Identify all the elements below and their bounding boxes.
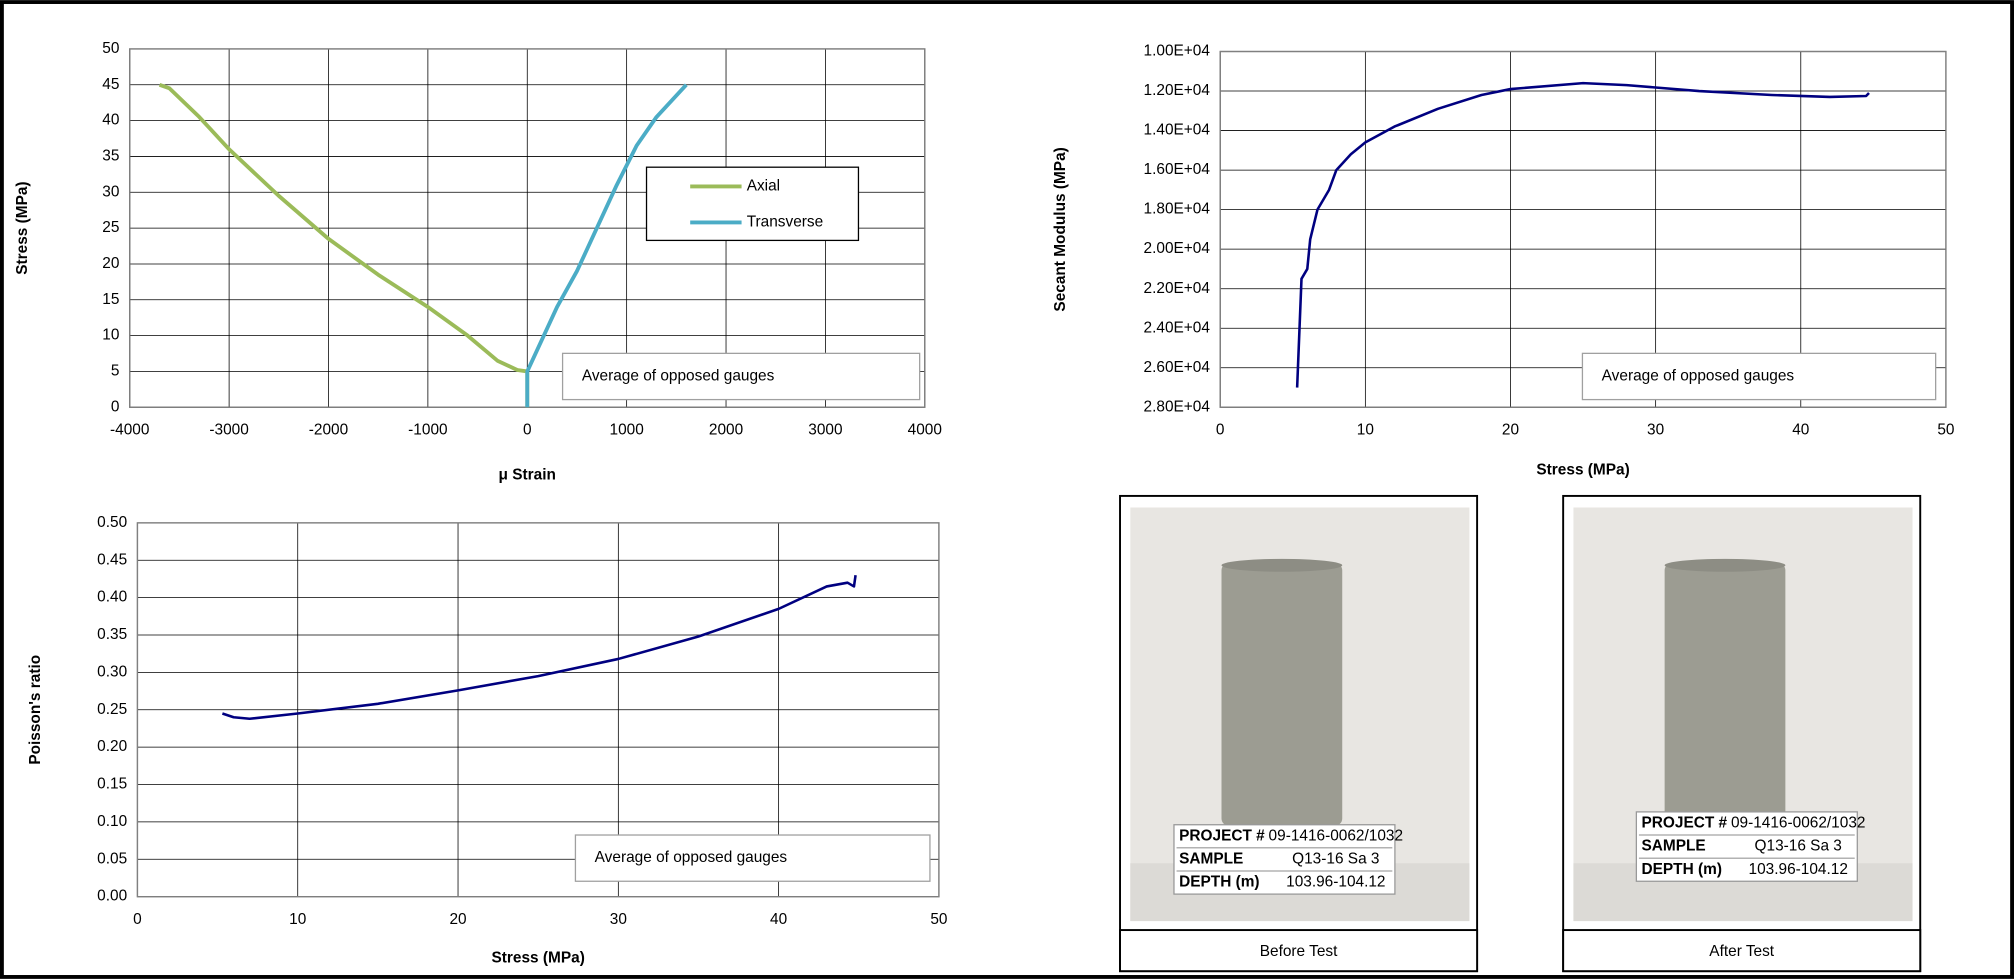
y-tick-label: 25 [102, 219, 119, 236]
page: {"chart_data":[ {"type":"line","y_label"… [0, 0, 2014, 979]
x-tick-label: 0 [133, 911, 142, 928]
annotation: Average of opposed gauges [595, 849, 788, 866]
y-tick-label: 15 [102, 291, 119, 308]
y-tick-label: 1.60E+04 [1144, 161, 1211, 178]
x-axis-label: Stress (MPa) [1536, 461, 1629, 478]
core-sample [1222, 563, 1343, 826]
x-tick-label: 40 [770, 911, 787, 928]
y-tick-label: 30 [102, 183, 119, 200]
y-tick-label: 0.20 [97, 738, 127, 755]
y-axis-label: Stress (MPa) [14, 181, 31, 274]
card-key: PROJECT # [1642, 815, 1728, 832]
x-tick-label: -2000 [309, 421, 348, 438]
y-tick-label: 0.25 [97, 701, 127, 718]
annotation: Average of opposed gauges [1602, 368, 1795, 385]
y-tick-label: 35 [102, 148, 119, 165]
x-tick-label: 50 [930, 911, 947, 928]
y-tick-label: 0.50 [97, 514, 127, 531]
card-value: 103.96-104.12 [1749, 861, 1848, 878]
x-axis-label: Stress (MPa) [492, 949, 585, 966]
x-tick-label: 30 [610, 911, 627, 928]
y-tick-label: 0.10 [97, 813, 127, 830]
y-tick-label: 0.40 [97, 589, 127, 606]
x-tick-label: -4000 [110, 421, 149, 438]
x-tick-label: 3000 [808, 421, 842, 438]
y-tick-label: 1.80E+04 [1144, 201, 1211, 218]
x-tick-label: 30 [1647, 421, 1664, 438]
y-tick-label: 0.00 [97, 888, 127, 905]
core-top [1222, 559, 1343, 572]
y-axis-label: Secant Modulus (MPa) [1052, 147, 1069, 311]
card-key: DEPTH (m) [1179, 874, 1259, 891]
card-key: PROJECT # [1179, 827, 1265, 844]
card-value: 09-1416-0062/1032 [1269, 827, 1404, 844]
x-tick-label: -3000 [209, 421, 248, 438]
x-tick-label: 2000 [709, 421, 743, 438]
y-tick-label: 5 [111, 363, 120, 380]
legend-label: Transverse [747, 214, 823, 231]
core-top [1665, 559, 1786, 572]
x-tick-label: 4000 [908, 421, 942, 438]
y-tick-label: 20 [102, 255, 119, 272]
y-tick-label: 1.00E+04 [1144, 43, 1211, 60]
x-tick-label: 20 [449, 911, 466, 928]
card-value: 103.96-104.12 [1286, 874, 1385, 891]
y-tick-label: 2.80E+04 [1144, 398, 1211, 415]
y-tick-label: 0.30 [97, 663, 127, 680]
y-axis-label: Poisson's ratio [27, 655, 44, 765]
x-tick-label: -1000 [408, 421, 447, 438]
card-key: SAMPLE [1179, 850, 1243, 867]
x-tick-label: 1000 [610, 421, 644, 438]
photo-caption: Before Test [1260, 943, 1338, 960]
y-tick-label: 0.05 [97, 850, 127, 867]
y-tick-label: 40 [102, 112, 119, 129]
annotation: Average of opposed gauges [582, 368, 775, 385]
card-value: 09-1416-0062/1032 [1731, 815, 1866, 832]
x-tick-label: 0 [523, 421, 532, 438]
y-tick-label: 1.40E+04 [1144, 122, 1211, 139]
legend-label: Axial [747, 178, 780, 195]
y-tick-label: 0 [111, 398, 120, 415]
y-tick-label: 0.15 [97, 776, 127, 793]
y-tick-label: 2.20E+04 [1144, 280, 1211, 297]
y-tick-label: 50 [102, 40, 119, 57]
y-tick-label: 0.45 [97, 551, 127, 568]
x-tick-label: 40 [1792, 421, 1809, 438]
core-sample [1665, 563, 1786, 826]
y-tick-label: 2.60E+04 [1144, 359, 1211, 376]
x-axis-label: μ Strain [499, 466, 556, 483]
y-tick-label: 10 [102, 327, 119, 344]
y-tick-label: 1.20E+04 [1144, 82, 1211, 99]
figure: 0 5 10 15 20 25 30 35 40 45 50 -4000 -3000 -2000 -1000… [0, 0, 2014, 979]
x-tick-label: 10 [1357, 421, 1374, 438]
y-tick-label: 0.35 [97, 626, 127, 643]
x-tick-label: 20 [1502, 421, 1519, 438]
x-tick-label: 0 [1216, 421, 1225, 438]
y-tick-label: 2.00E+04 [1144, 240, 1211, 257]
y-tick-label: 45 [102, 76, 119, 93]
card-value: Q13-16 Sa 3 [1755, 838, 1842, 855]
photo-caption: After Test [1709, 943, 1775, 960]
card-key: DEPTH (m) [1642, 861, 1722, 878]
card-key: SAMPLE [1642, 838, 1706, 855]
x-tick-label: 50 [1937, 421, 1954, 438]
card-value: Q13-16 Sa 3 [1292, 850, 1379, 867]
x-tick-label: 10 [289, 911, 306, 928]
y-tick-label: 2.40E+04 [1144, 319, 1211, 336]
